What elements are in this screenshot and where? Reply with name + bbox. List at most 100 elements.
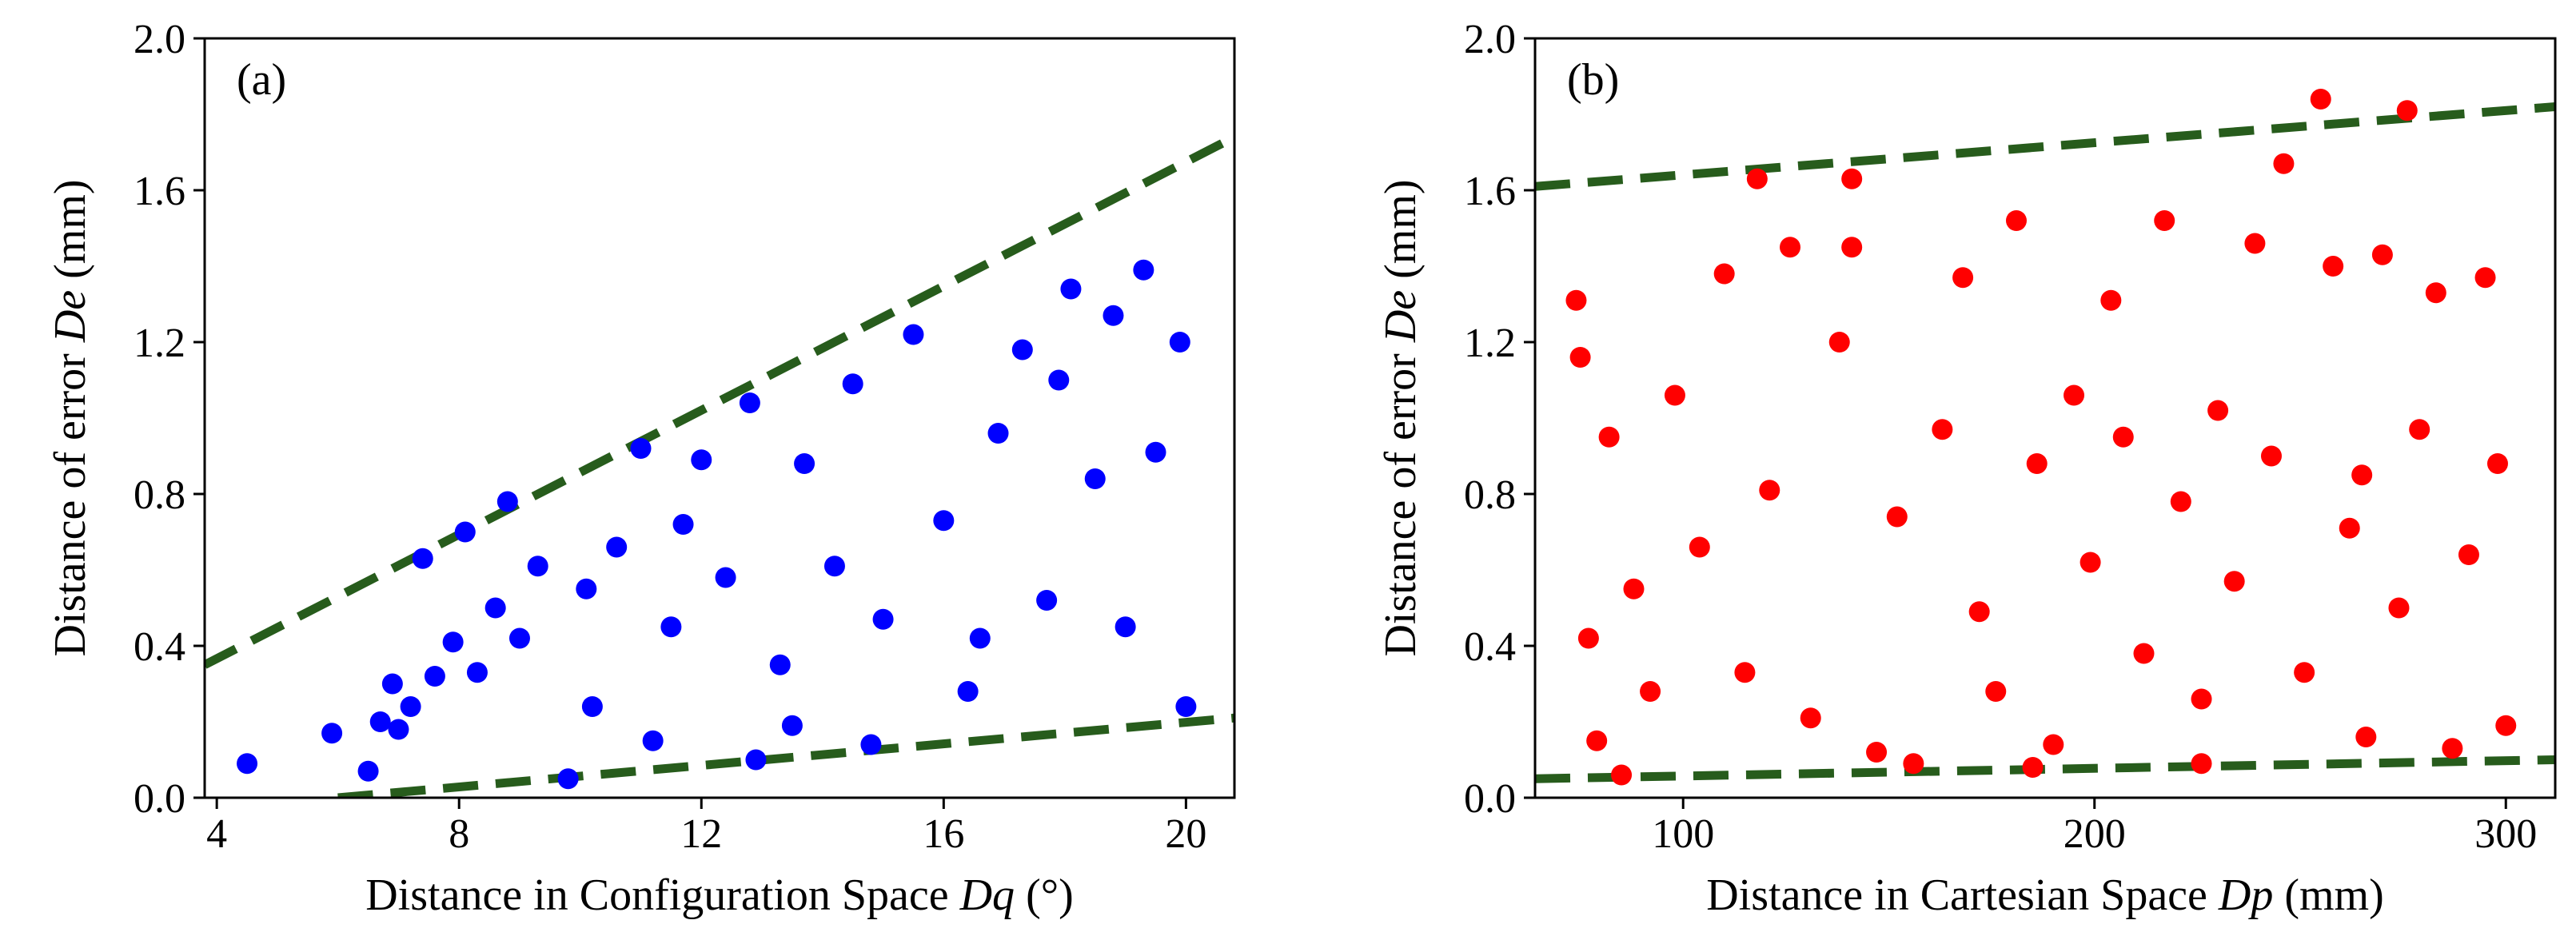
data-point: [1115, 616, 1136, 638]
data-point: [987, 423, 1009, 444]
x-tick-label: 4: [206, 811, 227, 857]
data-point: [1048, 369, 1070, 391]
data-point: [1886, 506, 1908, 528]
panel-label: (a): [237, 55, 286, 105]
data-point: [581, 696, 603, 717]
data-point: [527, 556, 548, 577]
data-point: [630, 438, 652, 459]
data-point: [1586, 730, 1608, 751]
x-ticks: 100 200 300: [1652, 798, 2537, 857]
data-point: [2112, 426, 2134, 448]
data-point: [424, 666, 445, 687]
data-point: [794, 453, 815, 474]
data-point: [2043, 734, 2064, 755]
data-point: [1060, 278, 1082, 300]
data-point: [2207, 400, 2229, 421]
panel-b: 100 200 300 0.0 0.4 0.8 1.2 1.6 2.0 (b) Distanc…: [1376, 17, 2557, 920]
data-point: [2495, 715, 2517, 736]
data-point: [606, 536, 628, 558]
x-tick-label: 16: [923, 811, 964, 857]
data-point: [2154, 210, 2175, 231]
scatter-points: [1565, 89, 2517, 786]
data-point: [2396, 100, 2418, 121]
data-point: [557, 768, 579, 790]
x-tick-label: 20: [1165, 811, 1206, 857]
data-point: [1133, 259, 1154, 281]
plot-frame: [1533, 37, 2557, 799]
data-point: [321, 723, 343, 744]
data-point: [2244, 233, 2266, 254]
data-point: [2064, 384, 2085, 406]
x-tick-label: 12: [680, 811, 722, 857]
data-point: [2191, 753, 2212, 775]
data-point: [400, 696, 421, 717]
data-point: [2323, 256, 2344, 277]
data-point: [484, 597, 506, 619]
data-point: [496, 491, 518, 512]
data-point: [642, 730, 664, 751]
x-axis-label: Distance in Cartesian Space Dp (mm): [1706, 870, 2384, 920]
data-point: [466, 662, 488, 683]
panel-label: (b): [1567, 55, 1619, 105]
data-point: [823, 556, 845, 577]
data-point: [2170, 491, 2191, 512]
data-point: [2080, 552, 2101, 573]
data-point: [860, 734, 882, 755]
data-point: [2339, 517, 2360, 539]
y-ticks: 0.0 0.4 0.8 1.2 1.6 2.0: [1464, 17, 1535, 822]
data-point: [2100, 289, 2122, 311]
data-point: [903, 324, 924, 345]
data-point: [2260, 445, 2282, 467]
data-point: [2191, 688, 2212, 710]
x-tick-label: 100: [1652, 811, 1714, 857]
data-point: [1780, 237, 1800, 258]
data-point: [933, 510, 955, 532]
data-point: [381, 673, 403, 695]
data-point: [1841, 168, 1863, 189]
x-tick-label: 200: [2064, 811, 2126, 857]
data-point: [2409, 419, 2430, 440]
y-tick-label: 2.0: [1464, 17, 1516, 62]
x-tick-label: 300: [2474, 811, 2537, 857]
data-point: [1985, 681, 2007, 702]
y-tick-label: 1.2: [1464, 321, 1516, 366]
data-point: [2022, 757, 2044, 778]
data-point: [1734, 662, 1756, 683]
data-point: [1145, 441, 1166, 463]
data-point: [2310, 89, 2331, 110]
data-point: [1577, 627, 1599, 649]
data-point: [1903, 753, 1924, 775]
data-point: [691, 449, 712, 471]
y-tick-label: 0.8: [1464, 472, 1516, 518]
y-tick-label: 0.4: [1464, 624, 1516, 670]
data-point: [1968, 601, 1990, 623]
data-point: [1623, 578, 1645, 599]
data-point: [1569, 347, 1591, 368]
upper-bound-line: [1535, 102, 2555, 191]
y-axis-label: Distance of error De (mm): [1376, 179, 1426, 656]
panel-a: 4 8 12 16 20 0.0 0.4 0.8 1.2 1.6 2.0 (a) Distance…: [46, 17, 1236, 920]
data-point: [2351, 464, 2373, 486]
data-point: [672, 514, 694, 535]
data-point: [1103, 305, 1124, 326]
data-point: [872, 608, 894, 630]
upper-bound-line: [205, 133, 1234, 669]
data-point: [369, 711, 391, 732]
data-point: [969, 627, 991, 649]
data-point: [1689, 536, 1710, 558]
data-point: [739, 392, 760, 413]
data-point: [842, 373, 863, 395]
data-point: [781, 715, 803, 736]
y-tick-label: 0.0: [1464, 776, 1516, 822]
data-point: [2294, 662, 2315, 683]
data-point: [2133, 643, 2155, 664]
y-tick-label: 1.6: [1464, 169, 1516, 214]
y-tick-label: 2.0: [134, 17, 185, 62]
x-ticks: 4 8 12 16 20: [206, 798, 1206, 857]
data-point: [237, 753, 258, 775]
data-point: [2425, 282, 2446, 304]
y-tick-label: 0.8: [134, 472, 185, 518]
data-point: [1713, 263, 1735, 285]
data-point: [769, 654, 791, 675]
